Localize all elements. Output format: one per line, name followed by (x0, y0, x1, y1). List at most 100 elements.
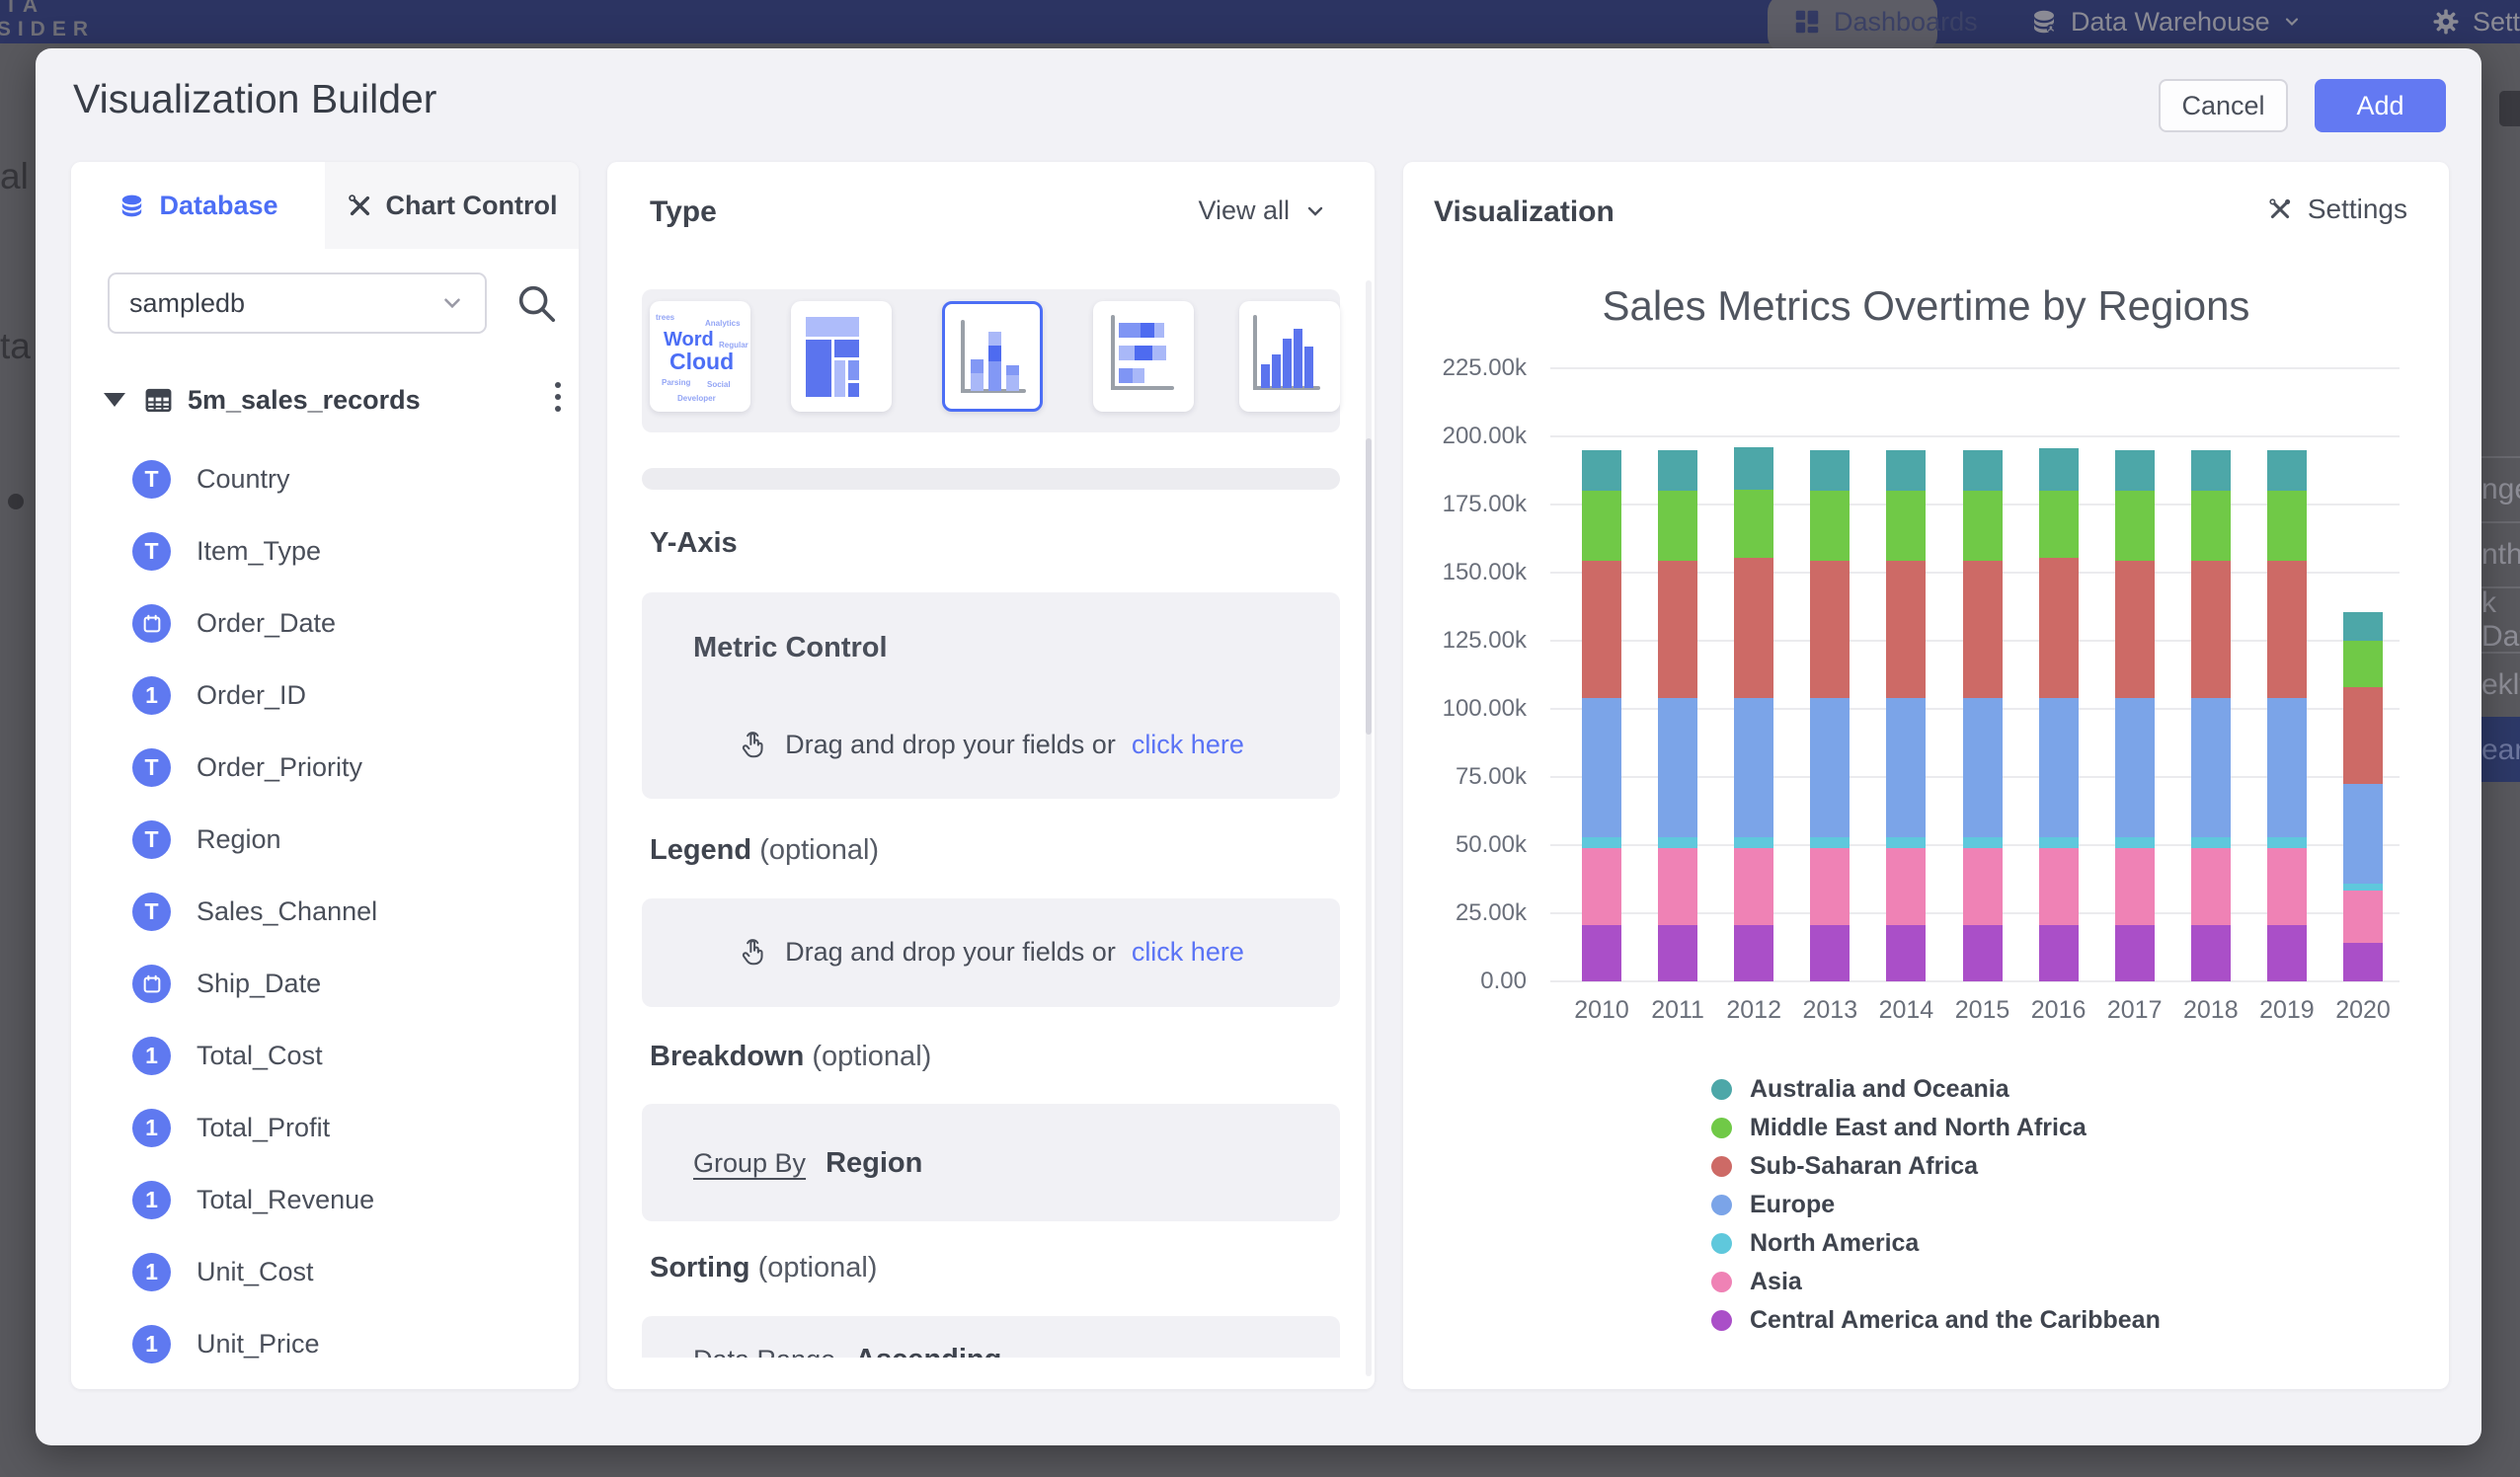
metric-control-dropzone[interactable]: Metric Control Drag and drop your fields… (642, 592, 1340, 799)
legend-item[interactable]: Sub-Saharan Africa (1711, 1147, 2161, 1186)
bar-segment[interactable] (2191, 561, 2231, 698)
bar-segment[interactable] (1658, 698, 1697, 837)
bar-segment[interactable] (1658, 848, 1697, 926)
sorting-dropzone-clipped[interactable]: Data Range Ascending (642, 1316, 1340, 1358)
bar-segment[interactable] (1886, 698, 1926, 837)
bar-segment[interactable] (1734, 848, 1773, 926)
bar-segment[interactable] (1658, 837, 1697, 848)
nav-item-data-warehouse[interactable]: Data Warehouse (2029, 0, 2302, 43)
bar-segment[interactable] (2039, 925, 2079, 981)
bar-segment[interactable] (2267, 450, 2307, 491)
bar-segment[interactable] (1810, 491, 1850, 560)
breakdown-dropzone[interactable]: Group By Region (642, 1104, 1340, 1221)
bar-segment[interactable] (1734, 698, 1773, 837)
bar-segment[interactable] (1810, 450, 1850, 491)
bar-segment[interactable] (1963, 561, 2003, 698)
bar-segment[interactable] (2267, 837, 2307, 848)
bar-segment[interactable] (2115, 491, 2155, 560)
legend-item[interactable]: Middle East and North Africa (1711, 1109, 2161, 1147)
bar-segment[interactable] (1734, 558, 1773, 698)
nav-item-dashboards[interactable]: Dashboards (1792, 0, 1978, 43)
bar-segment[interactable] (1658, 925, 1697, 981)
bar-segment[interactable] (2343, 641, 2383, 687)
bar-segment[interactable] (2115, 925, 2155, 981)
bar-segment[interactable] (1582, 837, 1621, 848)
bar-segment[interactable] (1886, 925, 1926, 981)
field-item-country[interactable]: TCountry (132, 443, 557, 515)
nav-item-settings[interactable]: Settings (2431, 0, 2520, 43)
bar-segment[interactable] (2191, 450, 2231, 491)
bar-segment[interactable] (1886, 450, 1926, 491)
bar-segment[interactable] (1963, 491, 2003, 560)
bar-segment[interactable] (2039, 698, 2079, 837)
legend-item[interactable]: Asia (1711, 1263, 2161, 1301)
field-item-unit_cost[interactable]: 1Unit_Cost (132, 1236, 557, 1308)
bar-segment[interactable] (2343, 784, 2383, 884)
bar-segment[interactable] (2343, 943, 2383, 981)
bar-segment[interactable] (1886, 491, 1926, 560)
field-item-item_type[interactable]: TItem_Type (132, 515, 557, 587)
bar-segment[interactable] (2039, 558, 2079, 698)
bar-segment[interactable] (2191, 925, 2231, 981)
bar-segment[interactable] (1810, 925, 1850, 981)
field-item-order_priority[interactable]: TOrder_Priority (132, 732, 557, 804)
bar-segment[interactable] (2039, 837, 2079, 848)
legend-item[interactable]: Europe (1711, 1186, 2161, 1224)
chart-type-column[interactable] (1239, 301, 1340, 412)
field-item-region[interactable]: TRegion (132, 804, 557, 876)
table-tree-item[interactable]: 5m_sales_records (104, 377, 558, 423)
bar-segment[interactable] (1963, 450, 2003, 491)
bar-segment[interactable] (2039, 491, 2079, 558)
field-item-order_id[interactable]: 1Order_ID (132, 660, 557, 732)
field-item-total_profit[interactable]: 1Total_Profit (132, 1092, 557, 1164)
bar-segment[interactable] (2115, 561, 2155, 698)
field-item-total_revenue[interactable]: 1Total_Revenue (132, 1164, 557, 1236)
bar-segment[interactable] (1963, 698, 2003, 837)
bar-segment[interactable] (2267, 925, 2307, 981)
bar-segment[interactable] (1810, 561, 1850, 698)
click-here-link[interactable]: click here (1132, 730, 1244, 760)
field-item-order_date[interactable]: Order_Date (132, 587, 557, 660)
bar-segment[interactable] (1886, 837, 1926, 848)
bar-segment[interactable] (1734, 925, 1773, 981)
click-here-link[interactable]: click here (1132, 937, 1244, 968)
bar-segment[interactable] (1658, 491, 1697, 560)
bar-segment[interactable] (2191, 848, 2231, 926)
legend-item[interactable]: North America (1711, 1224, 2161, 1263)
bar-segment[interactable] (2343, 884, 2383, 891)
bar-segment[interactable] (2115, 450, 2155, 491)
bar-segment[interactable] (1963, 925, 2003, 981)
database-select[interactable]: sampledb (108, 272, 487, 334)
bar-segment[interactable] (1582, 925, 1621, 981)
bar-segment[interactable] (1963, 837, 2003, 848)
chart-type-stacked-column[interactable] (942, 301, 1043, 412)
bar-segment[interactable] (2115, 848, 2155, 926)
bar-segment[interactable] (2115, 698, 2155, 837)
bar-segment[interactable] (1734, 447, 1773, 490)
builder-scrollbar[interactable] (1366, 280, 1372, 1376)
bar-segment[interactable] (1810, 837, 1850, 848)
bar-segment[interactable] (1658, 450, 1697, 491)
bar-segment[interactable] (1734, 837, 1773, 848)
bar-segment[interactable] (2191, 491, 2231, 560)
bar-segment[interactable] (1734, 490, 1773, 558)
bar-segment[interactable] (1658, 561, 1697, 698)
bar-segment[interactable] (2191, 837, 2231, 848)
bar-segment[interactable] (2115, 837, 2155, 848)
bar-segment[interactable] (2039, 448, 2079, 491)
bar-segment[interactable] (2039, 848, 2079, 926)
field-item-sales_channel[interactable]: TSales_Channel (132, 876, 557, 948)
chart-type-treemap[interactable] (791, 301, 892, 412)
bar-segment[interactable] (2343, 891, 2383, 944)
visualization-settings-button[interactable]: Settings (2266, 194, 2407, 225)
tab-chart-control[interactable]: Chart Control (325, 162, 579, 249)
chart-type-stacked-bar[interactable] (1093, 301, 1194, 412)
bar-segment[interactable] (2267, 561, 2307, 698)
view-all-dropdown[interactable]: View all (1198, 195, 1327, 226)
bar-segment[interactable] (2267, 848, 2307, 926)
data-range-link[interactable]: Data Range (693, 1345, 835, 1358)
bar-segment[interactable] (2343, 687, 2383, 784)
search-icon[interactable] (513, 280, 559, 326)
bar-segment[interactable] (1582, 698, 1621, 837)
legend-item[interactable]: Central America and the Caribbean (1711, 1301, 2161, 1340)
